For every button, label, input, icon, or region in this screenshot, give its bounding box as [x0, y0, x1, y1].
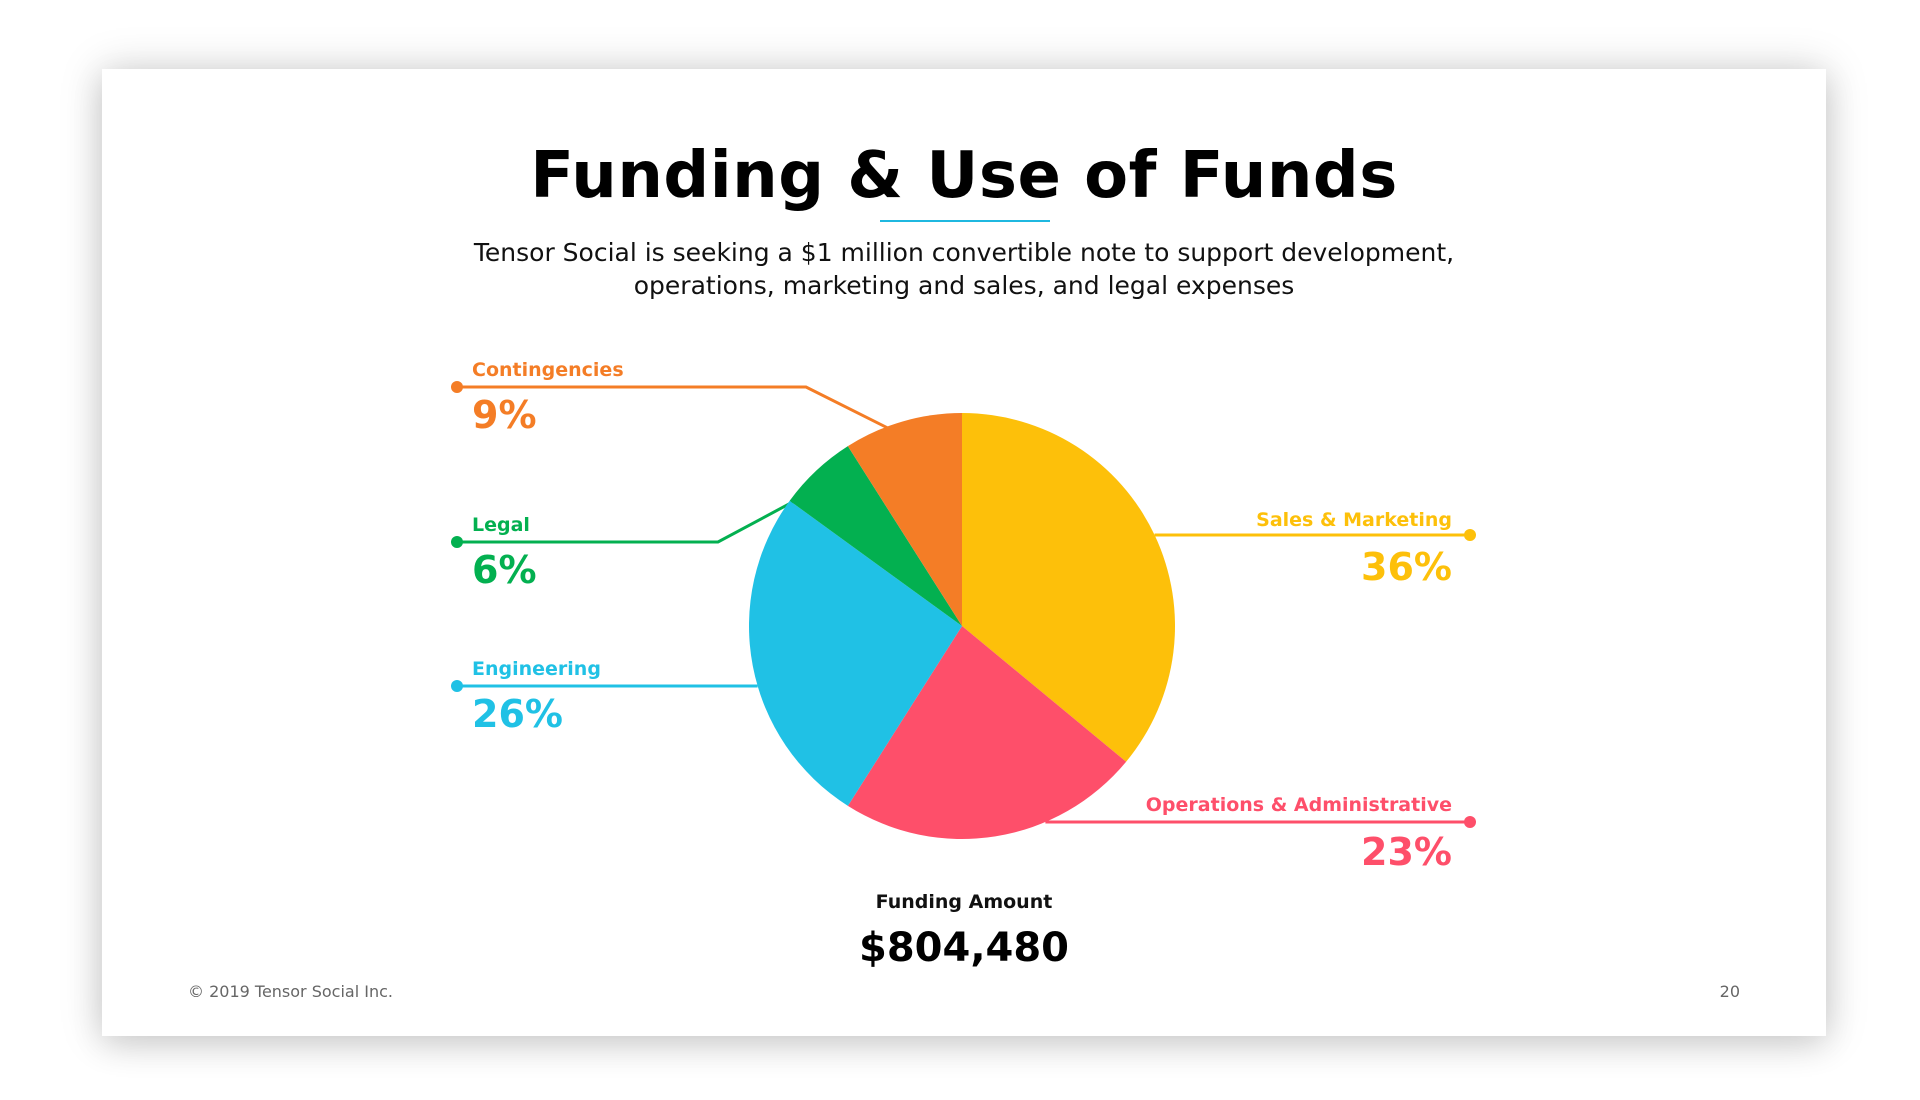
title-underline: [880, 220, 1050, 222]
funding-amount-value: $804,480: [858, 925, 1070, 971]
percent-operations-administrative: 23%: [1361, 830, 1452, 874]
subtitle-line-1: Tensor Social is seeking a $1 million co…: [473, 238, 1455, 267]
pie-slice-sales-marketing: [962, 413, 1175, 762]
percent-sales-marketing: 36%: [1361, 545, 1452, 589]
funding-amount-label: Funding Amount: [875, 891, 1053, 913]
leader-line-contingencies: [457, 385, 909, 440]
pie-slice-engineering: [749, 500, 962, 806]
leader-dot-contingencies: [451, 381, 463, 393]
slide: Funding & Use of Funds Tensor Social is …: [102, 69, 1826, 1036]
page-number: 20: [1719, 982, 1740, 1001]
leader-dot-legal: [451, 536, 463, 548]
slide-title: Funding & Use of Funds: [530, 139, 1398, 213]
percent-legal: 6%: [472, 548, 537, 592]
pie-slice-contingencies: [847, 413, 962, 626]
label-sales-marketing: Sales & Marketing: [1256, 509, 1452, 531]
label-legal: Legal: [472, 514, 530, 536]
percent-contingencies: 9%: [472, 393, 537, 437]
pie-chart: [451, 381, 1476, 839]
footer-copyright: © 2019 Tensor Social Inc.: [188, 982, 393, 1001]
pie-slice-legal: [789, 446, 962, 626]
subtitle-line-2: operations, marketing and sales, and leg…: [633, 271, 1295, 300]
label-operations-administrative: Operations & Administrative: [1145, 794, 1452, 816]
slide-subtitle: Tensor Social is seeking a $1 million co…: [464, 236, 1464, 302]
label-contingencies: Contingencies: [472, 359, 624, 381]
leader-dot-engineering: [451, 680, 463, 692]
leader-dot-operations-administrative: [1464, 816, 1476, 828]
pie-slice-operations-administrative: [847, 626, 1127, 839]
leader-dot-sales-marketing: [1464, 529, 1476, 541]
label-engineering: Engineering: [472, 658, 601, 680]
percent-engineering: 26%: [472, 692, 563, 736]
